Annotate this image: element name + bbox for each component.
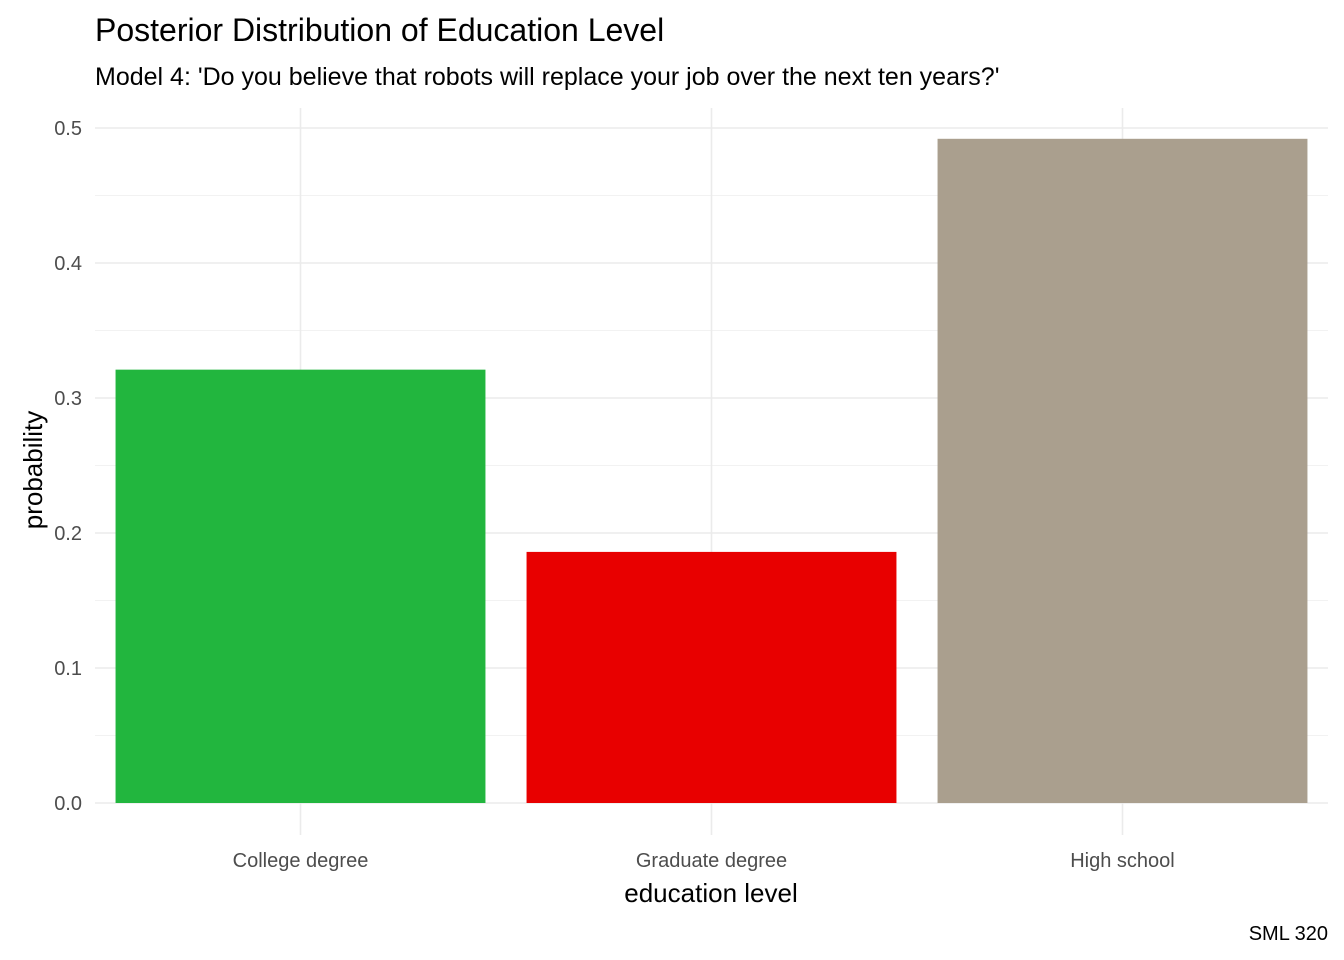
bar-college-degree bbox=[115, 369, 486, 803]
y-tick-label: 0.3 bbox=[54, 388, 82, 410]
y-axis-title: probability bbox=[18, 411, 48, 530]
x-axis-ticks: College degree Graduate degree High school bbox=[233, 850, 1175, 872]
y-tick-label: 0.0 bbox=[54, 793, 82, 815]
bar-high-school bbox=[937, 138, 1308, 804]
x-tick-label: College degree bbox=[233, 850, 369, 872]
chart-title: Posterior Distribution of Education Leve… bbox=[95, 12, 664, 48]
y-tick-label: 0.1 bbox=[54, 658, 82, 680]
bar-graduate-degree bbox=[526, 551, 897, 803]
x-tick-label: Graduate degree bbox=[636, 850, 787, 872]
chart-subtitle: Model 4: 'Do you believe that robots wil… bbox=[95, 63, 999, 91]
y-axis-ticks: 0.0 0.1 0.2 0.3 0.4 0.5 bbox=[54, 118, 82, 815]
bars bbox=[115, 138, 1308, 804]
y-tick-label: 0.4 bbox=[54, 253, 82, 275]
y-tick-label: 0.2 bbox=[54, 523, 82, 545]
x-tick-label: High school bbox=[1070, 850, 1175, 872]
y-tick-label: 0.5 bbox=[54, 118, 82, 140]
x-axis-title: education level bbox=[624, 878, 797, 908]
chart-caption: SML 320 bbox=[1249, 923, 1328, 945]
